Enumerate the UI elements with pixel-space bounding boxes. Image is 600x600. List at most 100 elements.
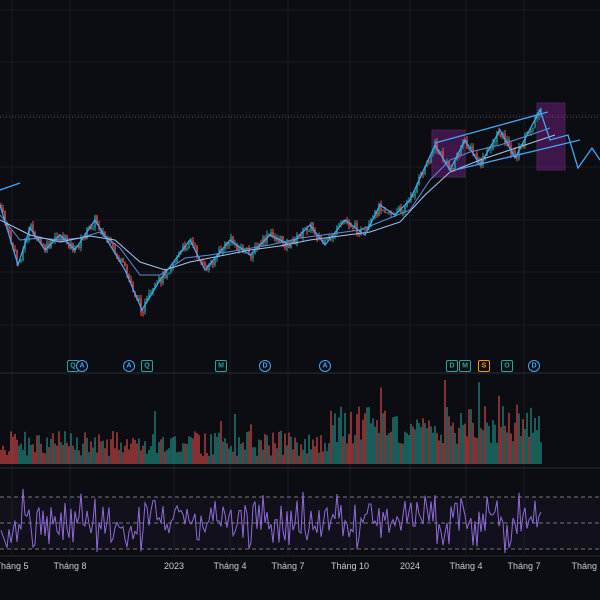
candle [36, 239, 38, 241]
candle [442, 151, 444, 161]
volume-bar [396, 416, 398, 464]
candle [158, 277, 160, 283]
candle [176, 257, 178, 262]
candle [492, 142, 494, 150]
volume-bar [130, 443, 132, 464]
candle [518, 146, 520, 159]
candle [126, 266, 128, 275]
candle [346, 219, 348, 222]
badge [459, 360, 471, 372]
candle [474, 153, 476, 155]
volume-bar [40, 443, 42, 464]
candle [20, 260, 22, 262]
candle [40, 237, 42, 245]
candle [232, 236, 234, 244]
volume-bar [474, 436, 476, 464]
volume-bar [200, 453, 202, 464]
candle [424, 166, 426, 175]
candle [240, 246, 242, 248]
candle [358, 233, 360, 235]
volume-bar [348, 434, 350, 464]
volume-bar [318, 452, 320, 464]
badge [528, 360, 540, 372]
volume-bar [254, 447, 256, 464]
volume-bar [444, 380, 446, 464]
volume-bar [296, 442, 298, 464]
candle [338, 223, 340, 226]
volume-bar [284, 433, 286, 464]
badge-label: A [126, 363, 131, 370]
volume-bar [300, 444, 302, 464]
time-label: 2023 [164, 561, 184, 571]
candle [186, 248, 188, 251]
volume-bar [168, 448, 170, 464]
volume-bar [150, 446, 152, 464]
candle [170, 267, 172, 273]
volume-bar [260, 440, 262, 464]
volume-bar [24, 431, 26, 464]
volume-bar [278, 431, 280, 464]
volume-bar [392, 417, 394, 464]
volume-bar [442, 443, 444, 464]
candle [44, 244, 46, 252]
volume [0, 380, 542, 464]
volume-bar [406, 433, 408, 464]
candle [376, 211, 378, 216]
candle [58, 237, 60, 239]
candle [216, 255, 218, 259]
candle [440, 151, 442, 153]
candle [60, 235, 62, 239]
volume-bar [508, 412, 510, 464]
badge-label: Q [144, 363, 150, 370]
candle [468, 147, 470, 149]
volume-bar [124, 445, 126, 464]
candle [320, 235, 322, 240]
volume-bar [484, 406, 486, 464]
candle [404, 206, 406, 212]
volume-bar [196, 433, 198, 464]
volume-bar [304, 439, 306, 464]
volume-bar [234, 413, 236, 464]
candle [340, 221, 342, 224]
volume-bar [414, 429, 416, 464]
candle [212, 261, 214, 266]
volume-bar [180, 451, 182, 464]
candle [514, 150, 516, 157]
volume-bar [370, 423, 372, 464]
candle [94, 216, 96, 228]
volume-bar [498, 395, 500, 464]
candle [92, 227, 94, 229]
volume-bar [454, 432, 456, 464]
candle [532, 127, 534, 131]
volume-bar [70, 433, 72, 464]
rsi-zone [0, 497, 600, 549]
volume-bar [224, 438, 226, 464]
volume-bar [310, 449, 312, 464]
candle [422, 172, 424, 175]
volume-bar [78, 450, 80, 464]
candle [530, 130, 532, 133]
candle [378, 203, 380, 216]
time-label: Tháng 4 [449, 561, 482, 571]
volume-bar [94, 437, 96, 464]
volume-bar [192, 438, 194, 464]
candle [182, 245, 184, 251]
candle [192, 240, 194, 245]
volume-bar [470, 409, 472, 464]
volume-bar [76, 437, 78, 464]
volume-bar [256, 455, 258, 464]
volume-bar [188, 436, 190, 464]
volume-bar [16, 439, 18, 464]
candle [302, 228, 304, 239]
badge-label: M [218, 363, 224, 370]
volume-bar [534, 417, 536, 464]
candle [416, 184, 418, 193]
volume-bar [428, 420, 430, 464]
candle [86, 227, 88, 239]
candle [104, 231, 106, 237]
volume-bar [330, 410, 332, 464]
candle [540, 108, 542, 114]
grid [0, 0, 600, 555]
candle [268, 234, 270, 236]
candle [68, 243, 70, 249]
